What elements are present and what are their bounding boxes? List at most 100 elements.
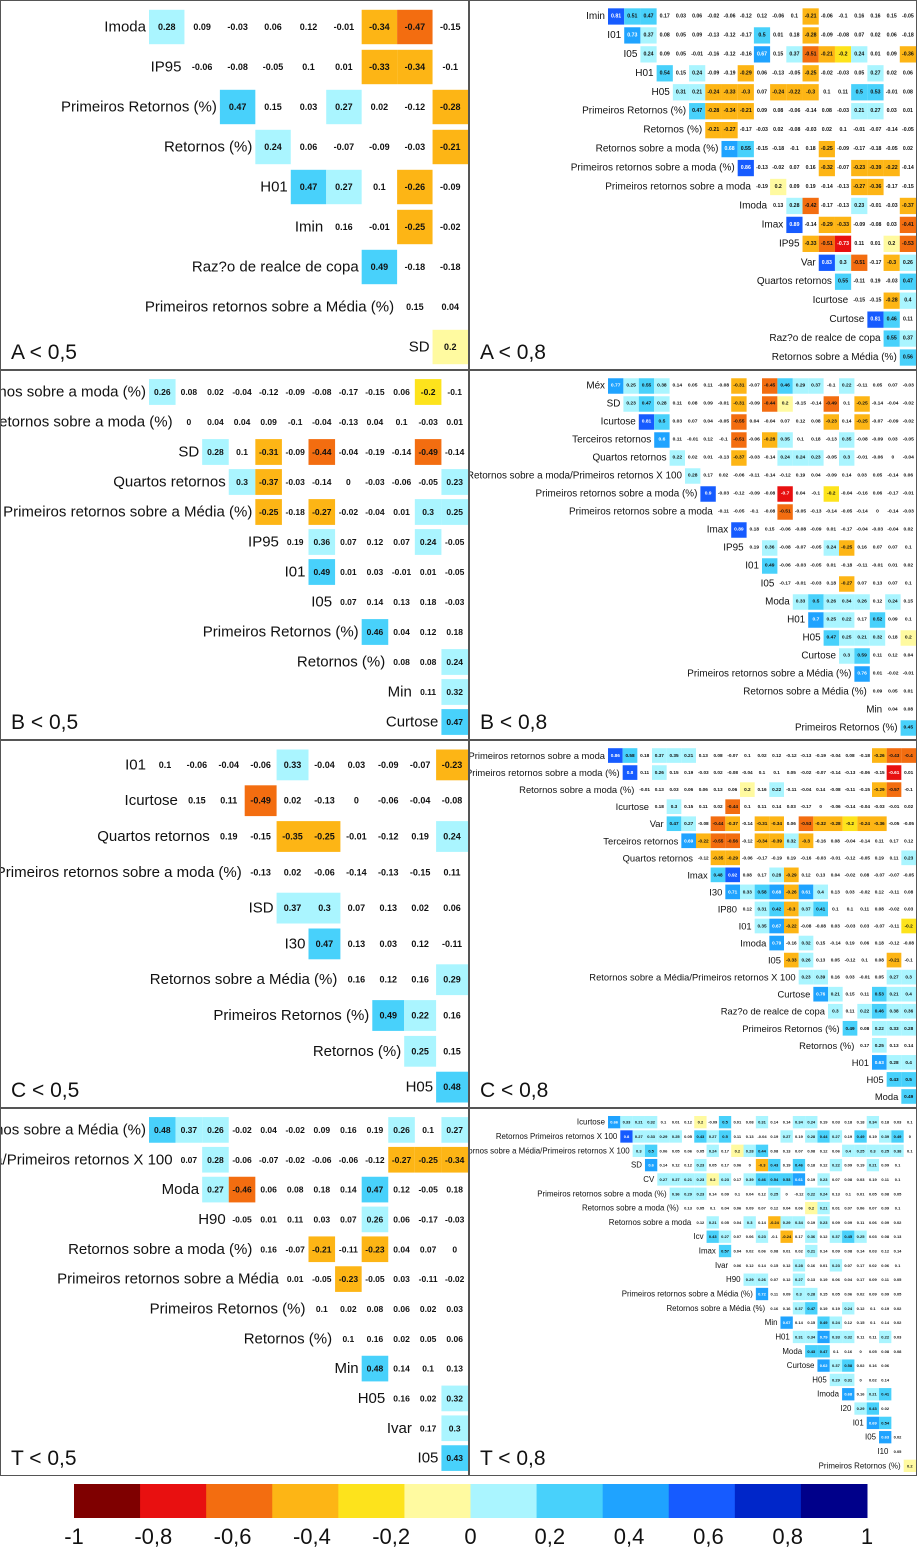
- heatmap-cell: [842, 1144, 855, 1157]
- cell-value: 0.3: [843, 455, 850, 461]
- cell-value: -0.07: [334, 142, 355, 152]
- heatmap-panel: I01 0.1 -0.06 -0.04 -0.06 0.33 -0.04 0.03 -0.09-…: [0, 740, 469, 1108]
- cell-value: 0.16: [260, 1244, 277, 1254]
- row-label: Retornos sobre a Média (%): [743, 687, 867, 698]
- row-label: Min: [866, 705, 882, 716]
- heatmap-cell: [694, 1187, 707, 1200]
- heatmap-cell: [834, 254, 852, 271]
- heatmap-cell: [813, 969, 828, 985]
- cell-value: 0.13: [894, 1234, 903, 1239]
- cell-value: 0.22: [673, 455, 683, 461]
- cell-value: 0.07: [770, 1277, 779, 1282]
- heatmap-cell: [842, 1373, 855, 1387]
- cell-value: 0.09: [869, 1292, 878, 1297]
- cell-value: 0.47: [367, 1185, 384, 1195]
- cell-value: 0.29: [783, 1220, 792, 1225]
- heatmap-cell: [899, 197, 916, 215]
- cell-value: 0.68: [844, 1392, 853, 1397]
- cell-value: 0.02: [904, 804, 914, 809]
- cell-value: 0.09: [832, 1220, 841, 1225]
- cell-value: 0.02: [393, 1334, 410, 1344]
- cell-value: 0.04: [721, 1206, 730, 1211]
- row-label: I10: [877, 1447, 889, 1456]
- cell-value: -0.09: [708, 1120, 718, 1125]
- heatmap-cell: [654, 432, 670, 448]
- row-label: Raz?o de realce de copa: [769, 333, 881, 344]
- cell-value: -0.1: [288, 417, 303, 427]
- cell-value: 0.02: [420, 1393, 437, 1403]
- cell-value: 0.27: [783, 1134, 792, 1139]
- cell-value: 0.3: [839, 260, 846, 266]
- cell-value: 0.19: [770, 1134, 779, 1139]
- cell-value: 0.35: [669, 753, 679, 758]
- heatmap-cell: [784, 867, 799, 883]
- cell-value: 0.04: [733, 1220, 742, 1225]
- cell-value: 0.21: [684, 1177, 693, 1182]
- cell-value: 0.26: [154, 387, 171, 397]
- cell-value: 0.25: [626, 383, 636, 389]
- cell-value: 0.02: [284, 867, 302, 877]
- cell-value: -0.02: [445, 1274, 465, 1284]
- heatmap-cell: [901, 1020, 916, 1036]
- heatmap-cell: [784, 918, 799, 934]
- row-label: IP95: [723, 543, 744, 554]
- heatmap-cell: [854, 1230, 867, 1243]
- cell-value: 0.3: [422, 507, 434, 517]
- cell-value: 0.24: [854, 51, 864, 57]
- cell-value: 0.04: [393, 627, 410, 637]
- cell-value: 0.12: [757, 13, 767, 19]
- cell-value: 0.33: [743, 889, 753, 894]
- cell-value: 0.54: [660, 70, 670, 76]
- heatmap-grid: Imoda 0.28 0.09 -0.03 0.06 0.12 -0.01 -0.34 -0.4…: [0, 0, 917, 1476]
- row-label: Moda: [162, 1181, 200, 1198]
- cell-value: 0.24: [827, 545, 837, 551]
- cell-value: -0.03: [874, 804, 885, 809]
- cell-value: 0.17: [857, 1263, 866, 1268]
- cell-value: 0.06: [728, 787, 738, 792]
- cell-value: -0.11: [889, 924, 900, 929]
- cell-value: -0.01: [830, 855, 841, 860]
- heatmap-cell: [886, 1020, 902, 1036]
- heatmap-cell: [740, 782, 755, 797]
- cell-value: 0: [859, 1349, 862, 1354]
- cell-value: -0.06: [314, 867, 335, 877]
- cell-value: 0.06: [873, 491, 883, 497]
- cell-value: -0.12: [845, 958, 856, 963]
- heatmap-cell: [202, 1176, 229, 1203]
- cell-value: 0.23: [820, 1177, 829, 1182]
- cell-value: 0: [859, 1377, 862, 1382]
- cell-value: 0.06: [300, 142, 318, 152]
- cell-value: 0.38: [894, 1148, 903, 1153]
- cell-value: 0.24: [796, 455, 806, 461]
- heatmap-cell: [689, 84, 706, 101]
- heatmap-cell: [743, 1173, 756, 1186]
- cell-value: 0.02: [371, 102, 389, 112]
- heatmap-cell: [718, 1244, 732, 1258]
- cell-value: 0.18: [446, 627, 463, 637]
- cell-value: 0.02: [904, 527, 914, 533]
- cell-value: 0.08: [181, 387, 198, 397]
- cell-value: -0.17: [740, 32, 752, 38]
- cell-value: -0.18: [440, 262, 461, 272]
- heatmap-cell: [721, 84, 738, 101]
- cell-value: 0.27: [889, 975, 899, 980]
- cell-value: 0.06: [787, 821, 797, 826]
- cell-value: 0.12: [684, 1120, 693, 1125]
- cell-value: -0.2: [839, 51, 848, 57]
- cell-value: 0.49: [371, 262, 389, 272]
- cell-value: -0.03: [815, 855, 826, 860]
- cell-value: 0.37: [832, 1234, 841, 1239]
- cell-value: -0.4: [905, 753, 913, 758]
- cell-value: -0.3: [741, 89, 750, 95]
- cell-value: 0.47: [229, 102, 247, 112]
- cell-value: -0.06: [232, 1155, 252, 1165]
- row-label: I05: [768, 955, 781, 966]
- cell-value: -0.25: [857, 419, 868, 425]
- cell-value: -0.34: [771, 821, 782, 826]
- row-label: Retornos (%): [164, 139, 252, 156]
- row-label: H01: [852, 1057, 869, 1068]
- cell-value: -0.19: [756, 184, 768, 190]
- cell-value: 0.08: [688, 401, 698, 407]
- cell-value: 0.06: [393, 1214, 410, 1224]
- cell-value: 0.05: [894, 1277, 903, 1282]
